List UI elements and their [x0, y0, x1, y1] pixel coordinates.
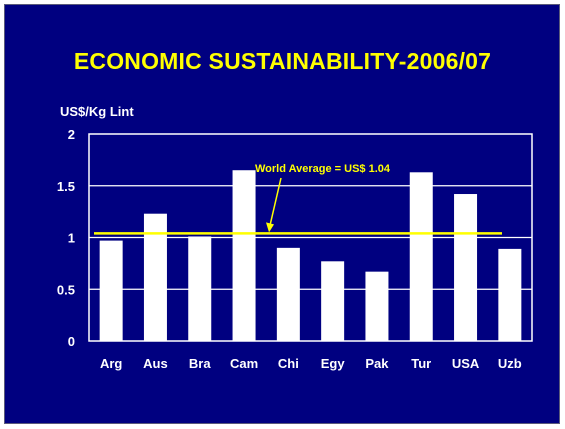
bar-uzb: [498, 248, 522, 341]
x-tick-label: Tur: [411, 356, 431, 371]
annotation-arrow: [269, 177, 282, 226]
bar-bra: [188, 236, 212, 341]
bar-tur: [409, 172, 433, 341]
x-tick-label: Chi: [278, 356, 299, 371]
bar-aus: [143, 213, 167, 341]
y-axis-label: US$/Kg Lint: [60, 104, 134, 119]
x-tick-label: Uzb: [498, 356, 522, 371]
arrow-head-icon: [266, 222, 274, 233]
x-tick-label: Bra: [189, 356, 211, 371]
y-tick-label: 0.5: [57, 282, 75, 297]
chart-title: ECONOMIC SUSTAINABILITY-2006/07: [73, 48, 492, 74]
x-tick-label: Aus: [143, 356, 168, 371]
world-average-label: World Average = US$ 1.04: [255, 163, 391, 175]
bar-pak: [365, 271, 389, 341]
x-tick-label: Arg: [100, 356, 122, 371]
bar-egy: [321, 261, 345, 341]
x-tick-label: Pak: [365, 356, 389, 371]
y-tick-label: 1.5: [57, 179, 75, 194]
y-tick-label: 1: [68, 231, 75, 246]
x-tick-label: Egy: [321, 356, 346, 371]
x-tick-label: Cam: [230, 356, 258, 371]
x-tick-label: USA: [452, 356, 480, 371]
bar-chi: [276, 247, 300, 341]
bar-arg: [99, 240, 123, 341]
y-tick-label: 0: [68, 334, 75, 349]
bar-usa: [454, 194, 478, 341]
y-tick-label: 2: [68, 127, 75, 142]
bar-cam: [232, 170, 256, 341]
